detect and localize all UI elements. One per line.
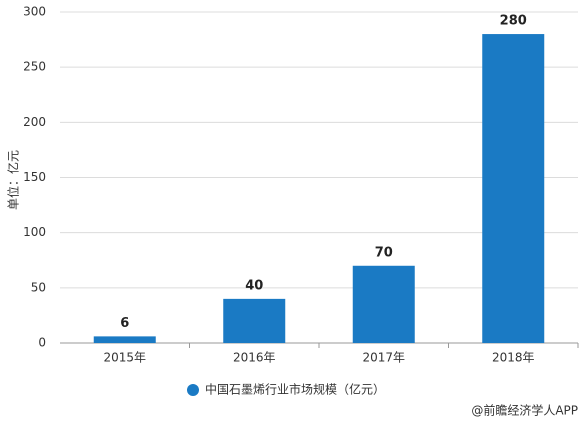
- data-label: 280: [500, 14, 527, 29]
- x-tick-label: 2017年: [362, 351, 405, 365]
- x-tick-label: 2018年: [492, 351, 535, 365]
- y-tick-label: 100: [23, 225, 46, 239]
- source: @前瞻经济学人APP: [471, 403, 578, 418]
- data-label: 6: [120, 316, 129, 331]
- y-axis-label: 单位：亿元: [6, 150, 21, 210]
- legend-marker: [187, 384, 199, 396]
- y-tick-label: 250: [23, 60, 46, 74]
- bar: [482, 34, 545, 344]
- bar: [352, 265, 415, 343]
- y-tick-label: 200: [23, 115, 46, 129]
- y-tick-label: 150: [23, 170, 46, 184]
- x-tick-label: 2015年: [103, 351, 146, 365]
- bar: [223, 298, 286, 343]
- y-tick-label: 0: [38, 336, 46, 350]
- y-tick-label: 300: [23, 5, 46, 19]
- y-tick-label: 50: [31, 280, 46, 294]
- bar: [93, 336, 156, 343]
- x-tick-label: 2016年: [233, 351, 276, 365]
- data-label: 70: [375, 245, 393, 260]
- legend-label: 中国石墨烯行业市场规模（亿元）: [205, 382, 385, 397]
- data-label: 40: [245, 278, 263, 293]
